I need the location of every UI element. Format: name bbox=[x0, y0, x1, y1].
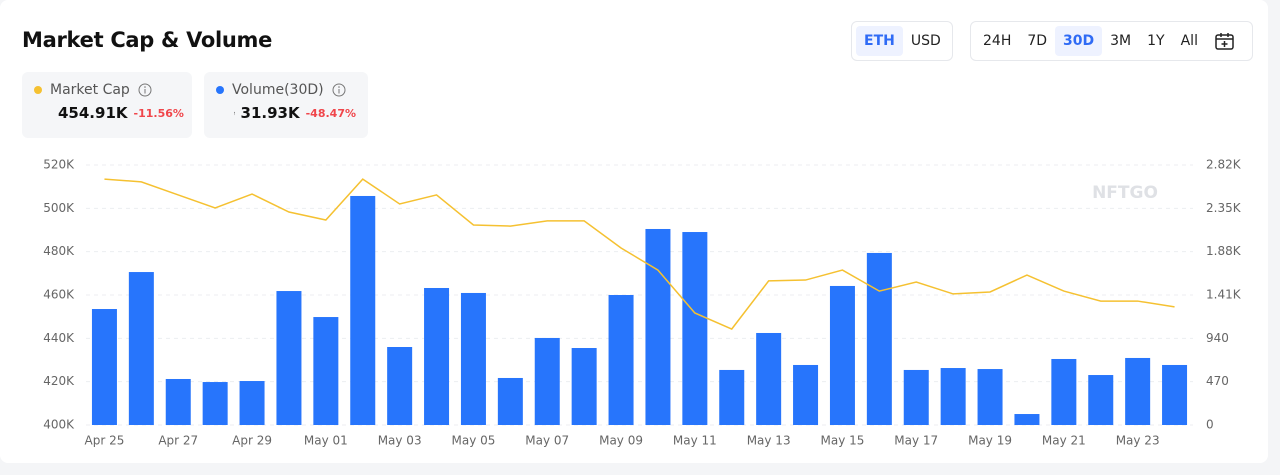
x-tick-label: May 05 bbox=[451, 434, 495, 448]
stat-change: -11.56% bbox=[133, 106, 184, 120]
bar bbox=[829, 285, 855, 425]
bar bbox=[1125, 357, 1151, 425]
y-tick-label: 440K bbox=[43, 331, 75, 345]
bar bbox=[313, 317, 339, 425]
stat-card: Market Cap 454.91K -11.56% bbox=[22, 72, 192, 138]
stat-change: -48.47% bbox=[305, 106, 356, 120]
y2-tick-label: 0 bbox=[1206, 418, 1214, 432]
bar bbox=[903, 369, 929, 425]
x-tick-label: May 11 bbox=[673, 434, 717, 448]
info-icon[interactable] bbox=[332, 83, 346, 97]
x-tick-label: May 13 bbox=[747, 434, 791, 448]
toggle-button[interactable]: 24H bbox=[983, 33, 1012, 49]
y2-tick-label: 2.35K bbox=[1206, 201, 1242, 215]
currency-toggle: ETH USD bbox=[851, 21, 953, 61]
y-tick-label: 520K bbox=[43, 158, 75, 172]
bar bbox=[165, 378, 191, 425]
legend-dot bbox=[216, 86, 224, 94]
bar bbox=[387, 347, 413, 425]
eth-icon bbox=[234, 112, 235, 115]
legend-dot bbox=[34, 86, 42, 94]
bar bbox=[940, 368, 966, 425]
bar bbox=[1088, 375, 1114, 425]
bar bbox=[91, 309, 117, 425]
y-tick-label: 460K bbox=[43, 288, 75, 302]
toggle-button[interactable]: All bbox=[1180, 33, 1198, 49]
bar bbox=[682, 232, 708, 425]
x-tick-label: May 03 bbox=[378, 434, 422, 448]
bar bbox=[239, 381, 265, 425]
y2-tick-label: 1.88K bbox=[1206, 244, 1242, 258]
legend-label: Volume(30D) bbox=[232, 82, 324, 98]
y2-tick-label: 2.82K bbox=[1206, 158, 1242, 172]
y2-tick-label: 1.41K bbox=[1206, 288, 1242, 302]
x-tick-label: Apr 27 bbox=[158, 434, 198, 448]
title: Market Cap & Volume bbox=[22, 28, 273, 52]
stat-card: Volume(30D) 31.93K -48.47% bbox=[204, 72, 368, 138]
bar bbox=[460, 292, 486, 425]
bar bbox=[719, 369, 745, 425]
chart: NFTGO 400K 420K 440K 460K 480K 500K 520K 0 470 94… bbox=[43, 158, 1242, 448]
bar bbox=[128, 272, 154, 425]
bar bbox=[756, 332, 782, 425]
bar bbox=[497, 377, 523, 425]
bar bbox=[1014, 414, 1040, 425]
toggle-button[interactable]: 3M bbox=[1110, 33, 1132, 49]
bar bbox=[424, 287, 450, 425]
card: Market Cap & Volume ETH USD 24H 7D 30D 3M 1Y A… bbox=[0, 0, 1268, 463]
bar bbox=[608, 295, 634, 425]
x-tick-label: Apr 29 bbox=[232, 434, 272, 448]
x-tick-label: May 23 bbox=[1116, 434, 1160, 448]
range-toggle: 24H 7D 30D 3M 1Y All bbox=[970, 21, 1253, 61]
x-tick-label: Apr 25 bbox=[85, 434, 125, 448]
bar bbox=[645, 228, 671, 425]
toggle-button[interactable]: USD bbox=[910, 33, 941, 49]
bar bbox=[276, 291, 302, 425]
x-tick-label: May 17 bbox=[894, 434, 938, 448]
x-tick-label: May 07 bbox=[525, 434, 569, 448]
stat-value: 454.91K bbox=[58, 104, 128, 122]
legend-label: Market Cap bbox=[50, 82, 130, 98]
bar bbox=[866, 252, 892, 425]
info-icon[interactable] bbox=[138, 83, 152, 97]
bar bbox=[1162, 364, 1188, 425]
toggle-button[interactable]: 30D bbox=[1055, 26, 1103, 56]
y-tick-label: 420K bbox=[43, 374, 75, 388]
x-tick-label: May 09 bbox=[599, 434, 643, 448]
toggle-button[interactable]: 1Y bbox=[1147, 33, 1165, 49]
watermark: NFTGO bbox=[1092, 183, 1158, 203]
bar bbox=[571, 348, 597, 425]
y-tick-label: 500K bbox=[43, 201, 75, 215]
toggle-button[interactable]: ETH bbox=[856, 26, 903, 56]
y2-tick-label: 940 bbox=[1206, 331, 1229, 345]
bar bbox=[977, 369, 1003, 425]
stat-value: 31.93K bbox=[240, 104, 300, 122]
calendar-icon[interactable] bbox=[1214, 31, 1236, 51]
bar bbox=[534, 337, 560, 425]
y-tick-label: 480K bbox=[43, 244, 75, 258]
y-tick-label: 400K bbox=[43, 418, 75, 432]
x-tick-label: May 19 bbox=[968, 434, 1012, 448]
bar bbox=[350, 195, 376, 425]
x-tick-label: May 21 bbox=[1042, 434, 1086, 448]
toggle-button[interactable]: 7D bbox=[1027, 33, 1048, 49]
x-tick-label: May 01 bbox=[304, 434, 348, 448]
bar bbox=[202, 382, 228, 425]
line bbox=[104, 178, 1175, 330]
y2-tick-label: 470 bbox=[1206, 374, 1229, 388]
x-tick-label: May 15 bbox=[820, 434, 864, 448]
bar bbox=[793, 364, 819, 425]
bar bbox=[1051, 358, 1077, 425]
